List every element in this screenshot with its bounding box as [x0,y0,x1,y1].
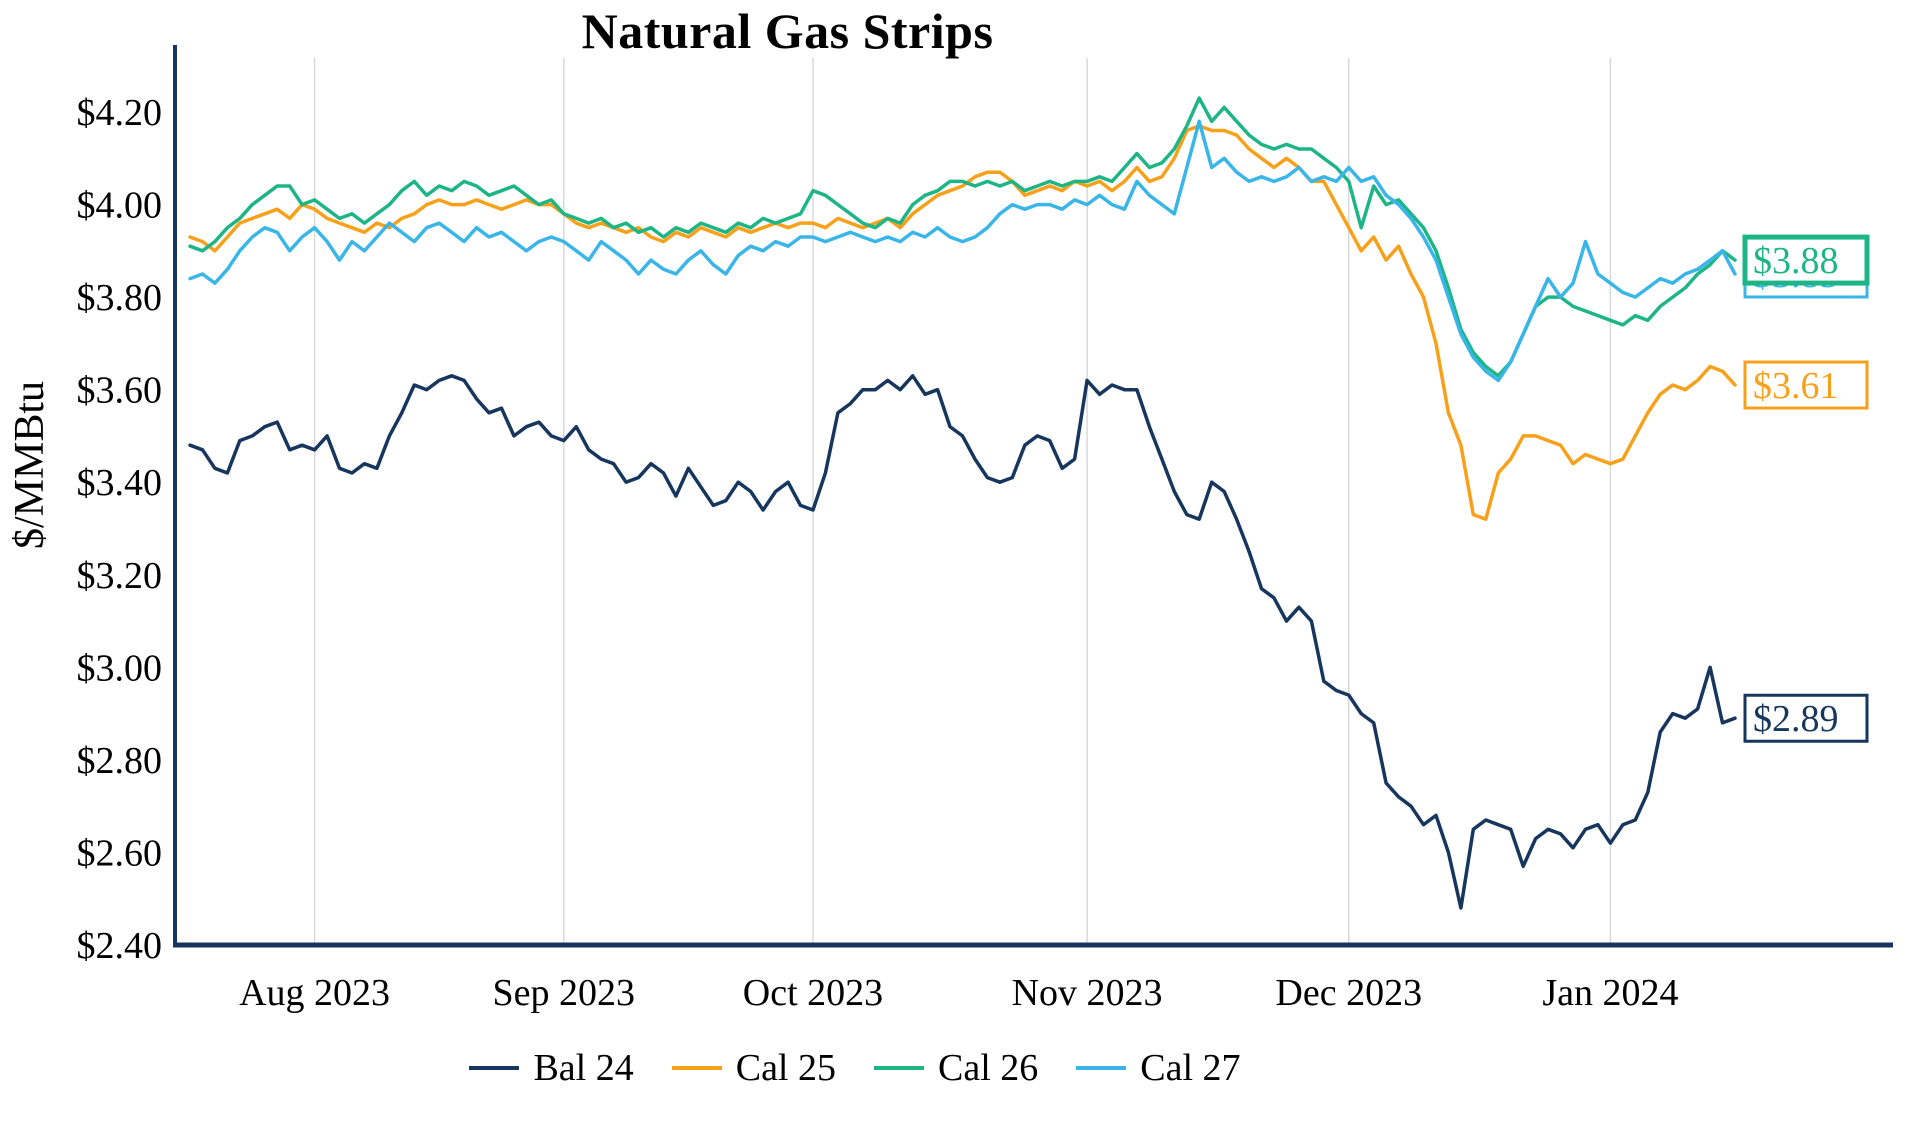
x-tick-label: Jan 2024 [1542,972,1678,1014]
y-tick-label: $2.80 [77,740,163,782]
legend-item-cal-27: Cal 27 [1076,1046,1241,1090]
x-tick-label: Aug 2023 [239,972,390,1014]
y-tick-label: $3.60 [77,370,163,412]
y-tick-label: $3.40 [77,462,163,504]
legend-item-cal-26: Cal 26 [874,1046,1038,1090]
series-line-cal-26 [188,96,1737,378]
legend-label-cal-27: Cal 27 [1140,1047,1241,1089]
legend-label-bal-24: Bal 24 [533,1047,634,1089]
x-tick-label: Oct 2023 [743,972,883,1014]
end-label-box-cal-25 [1743,360,1869,410]
bal-24-line-swatch-icon [469,1066,520,1070]
end-label-text-bal-24: $2.89 [1753,698,1839,740]
series-line-cal-27 [188,119,1737,383]
y-tick-label: $2.60 [77,832,163,874]
series-line-cal-25 [188,124,1737,521]
cal-25-line-swatch-icon [671,1066,722,1070]
y-tick-label: $3.00 [77,647,163,689]
end-label-text-cal-25: $3.61 [1753,365,1839,407]
legend-label-cal-26: Cal 26 [938,1047,1039,1089]
x-tick-label: Dec 2023 [1275,972,1422,1014]
x-tick-label: Nov 2023 [1012,972,1163,1014]
legend-item-bal-24: Bal 24 [469,1046,634,1090]
legend-label-cal-25: Cal 25 [735,1047,836,1089]
y-tick-label: $3.80 [77,277,163,319]
x-tick-label: Sep 2023 [493,972,636,1014]
end-label-box-bal-24 [1743,693,1869,743]
y-tick-label: $3.20 [77,555,163,597]
series-line-bal-24 [188,374,1737,910]
cal-27-line-swatch-icon [1076,1066,1127,1070]
end-label-text-cal-26: $3.88 [1753,240,1839,282]
cal-26-line-swatch-icon [874,1066,924,1070]
y-tick-label: $4.20 [77,92,163,134]
chart-title: Natural Gas Strips [581,3,994,59]
legend-item-cal-25: Cal 25 [671,1046,836,1090]
end-label-box-cal-26 [1742,234,1870,286]
chart-legend: Bal 24 Cal 25 Cal 26 Cal 27 [0,1046,1710,1090]
y-tick-label: $4.00 [77,185,163,227]
y-tick-label: $2.40 [77,925,163,967]
